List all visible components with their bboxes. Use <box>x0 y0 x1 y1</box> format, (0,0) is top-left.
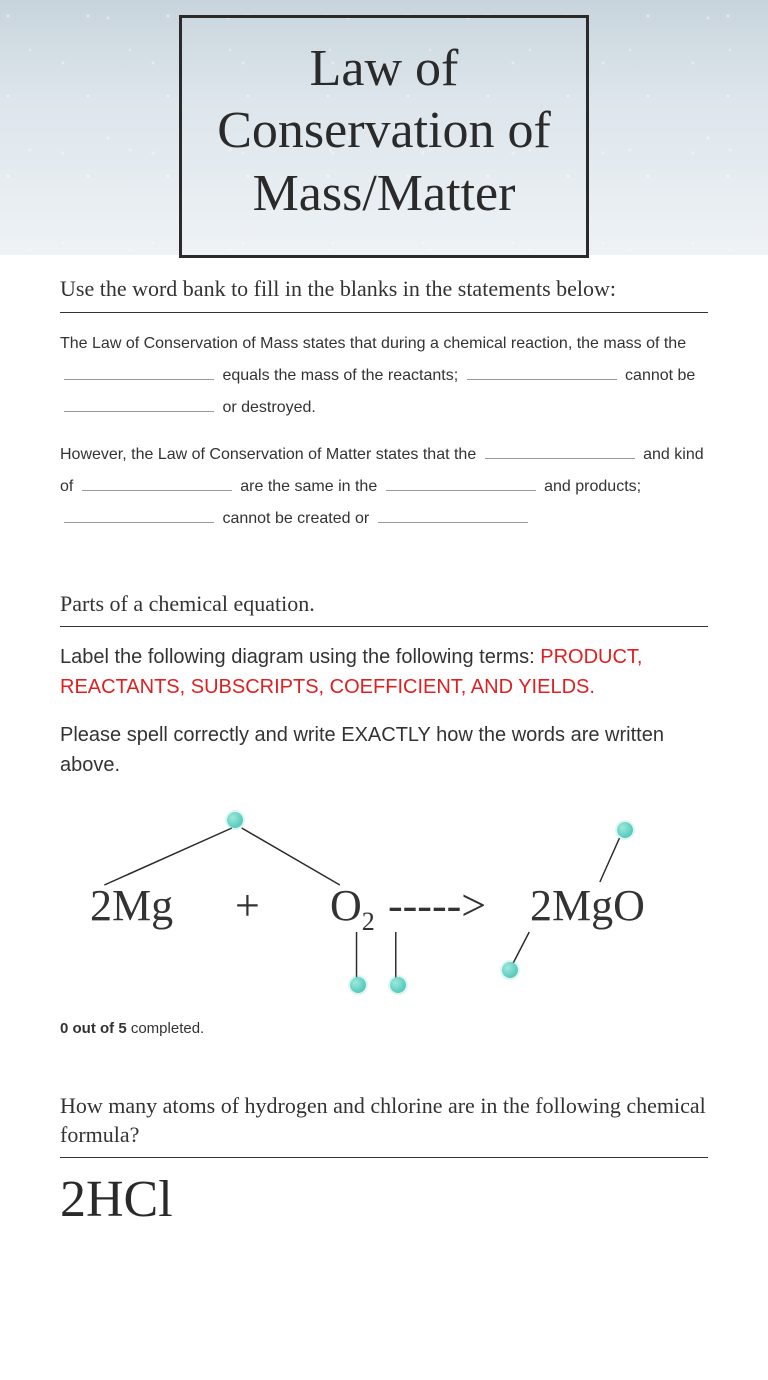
title-line-3: Mass/Matter <box>253 165 516 222</box>
equation-term: 2Mg <box>90 880 173 931</box>
p1-t1: The Law of Conservation of Mass states t… <box>60 335 686 352</box>
p2-t3: are the same in the <box>240 478 381 495</box>
section3-heading: How many atoms of hydrogen and chlorine … <box>60 1092 708 1158</box>
equation-diagram: 2Mg + O2 -----> 2MgO <box>70 810 698 1010</box>
equation-term: -----> <box>388 880 486 931</box>
blank-input[interactable] <box>64 505 214 523</box>
label-marker[interactable] <box>617 822 633 838</box>
completion-status: 0 out of 5 completed. <box>60 1020 708 1037</box>
fill-paragraph-2: However, the Law of Conservation of Matt… <box>60 439 708 535</box>
p2-t4: and products; <box>544 478 641 495</box>
equation-term: + <box>235 880 260 931</box>
blank-input[interactable] <box>64 362 214 380</box>
instruction-prefix: Label the following diagram using the fo… <box>60 646 540 668</box>
section2-note: Please spell correctly and write EXACTLY… <box>60 720 708 780</box>
title-box: Law of Conservation of Mass/Matter <box>179 15 589 258</box>
label-marker[interactable] <box>227 812 243 828</box>
blank-input[interactable] <box>485 441 635 459</box>
section2: Parts of a chemical equation. Label the … <box>60 590 708 1038</box>
section2-instruction: Label the following diagram using the fo… <box>60 642 708 702</box>
p1-t3: cannot be <box>625 367 695 384</box>
blank-input[interactable] <box>386 473 536 491</box>
section2-heading: Parts of a chemical equation. <box>60 590 708 628</box>
completion-done: 0 <box>60 1020 68 1037</box>
blank-input[interactable] <box>82 473 232 491</box>
p2-t5: cannot be created or <box>222 510 373 527</box>
section1-heading: Use the word bank to fill in the blanks … <box>60 275 708 313</box>
title-line-1: Law of <box>310 40 459 97</box>
p1-t4: or destroyed. <box>222 399 315 416</box>
p2-t1: However, the Law of Conservation of Matt… <box>60 446 481 463</box>
blank-input[interactable] <box>378 505 528 523</box>
blank-input[interactable] <box>467 362 617 380</box>
completion-label: completed. <box>131 1020 204 1037</box>
fill-paragraph-1: The Law of Conservation of Mass states t… <box>60 328 708 424</box>
content-area: Use the word bank to fill in the blanks … <box>0 255 768 1229</box>
chemical-formula: 2HCl <box>60 1170 708 1229</box>
p1-t2: equals the mass of the reactants; <box>222 367 462 384</box>
blank-input[interactable] <box>64 394 214 412</box>
page-title: Law of Conservation of Mass/Matter <box>217 38 551 225</box>
page-header: Law of Conservation of Mass/Matter <box>0 0 768 255</box>
label-marker[interactable] <box>350 977 366 993</box>
equation-term: 2MgO <box>530 880 645 931</box>
equation-term: O2 <box>330 880 375 937</box>
label-marker[interactable] <box>390 977 406 993</box>
label-marker[interactable] <box>502 962 518 978</box>
completion-total: 5 <box>118 1020 126 1037</box>
title-line-2: Conservation of <box>217 102 551 159</box>
